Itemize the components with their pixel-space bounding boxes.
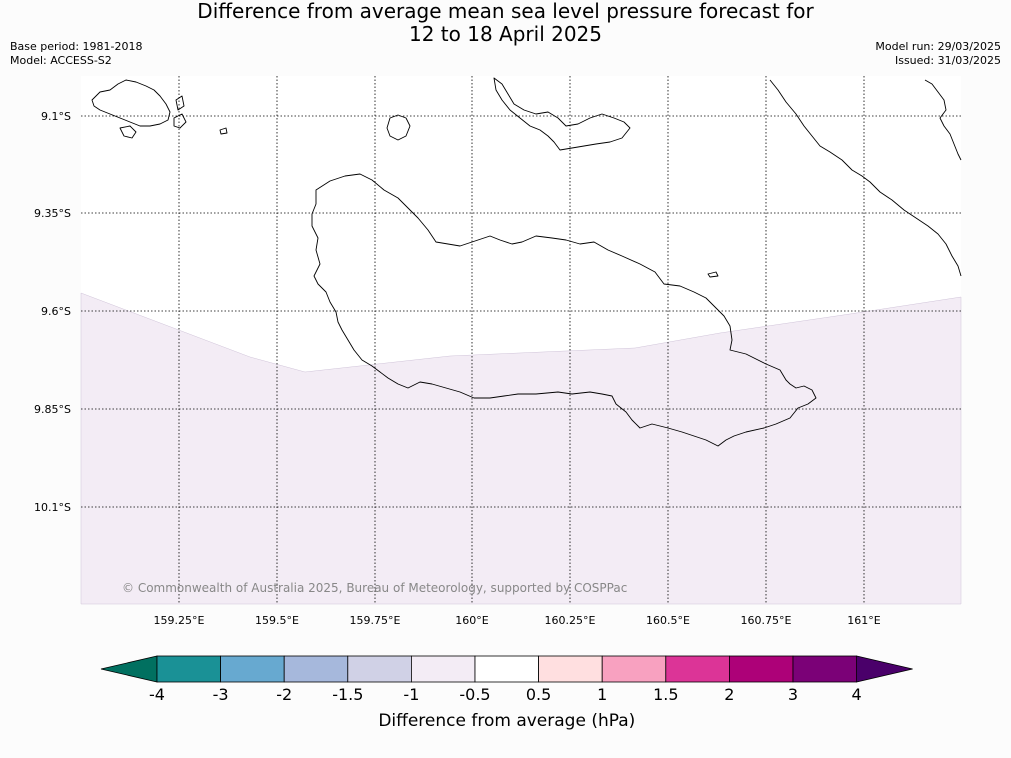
meta-left: Base period: 1981-2018 Model: ACCESS-S2: [10, 40, 142, 68]
map-panel: © Commonwealth of Australia 2025, Bureau…: [80, 76, 962, 605]
colorbar-tick-label: 3: [788, 685, 798, 704]
colorbar-tick-label: 2: [724, 685, 734, 704]
colorbar-segment: [665, 655, 730, 683]
shaded-anomaly-region: [80, 292, 962, 605]
colorbar-segment: [729, 655, 794, 683]
colorbar-segment: [474, 655, 539, 683]
lon-label-160-5: 160.5°E: [646, 614, 690, 627]
colorbar-segment: [601, 655, 667, 683]
lon-label-159-75: 159.75°E: [350, 614, 401, 627]
colorbar-tick-label: -1.5: [332, 685, 363, 704]
gridlines: [81, 76, 961, 604]
colorbar-segment: [347, 655, 412, 683]
lat-label-9-1: 9.1°S: [41, 110, 71, 123]
model-name: Model: ACCESS-S2: [10, 54, 112, 67]
lon-label-160-75: 160.75°E: [741, 614, 792, 627]
colorbar-tick-label: 1: [597, 685, 607, 704]
colorbar-segment: [792, 655, 857, 683]
coastlines: [91, 77, 962, 447]
colorbar-extend-low: [100, 655, 158, 683]
colorbar-tick-label: -3: [213, 685, 229, 704]
lon-label-161: 161°E: [847, 614, 880, 627]
east-coastline: [769, 79, 962, 277]
colorbar-tick-label: -4: [149, 685, 165, 704]
colorbar-segment: [538, 655, 603, 683]
latitude-labels: 9.1°S 9.35°S 9.6°S 9.85°S 10.1°S: [34, 110, 71, 514]
islet-left-coastline: [219, 127, 228, 135]
colorbar: -4 -3 -2 -1.5 -1 -0.5 0.5 1 1.5 2 3 4 Difference fro…: [100, 655, 913, 731]
base-period: Base period: 1981-2018: [10, 40, 143, 53]
colorbar-tick-label: 1.5: [653, 685, 678, 704]
lat-label-10-1: 10.1°S: [34, 501, 71, 514]
colorbar-segment: [156, 655, 221, 683]
model-run: Model run: 29/03/2025: [875, 40, 1001, 53]
map-title: Difference from average mean sea level p…: [0, 0, 1011, 46]
copyright-text: © Commonwealth of Australia 2025, Bureau…: [122, 581, 627, 595]
colorbar-tick-label: -1: [403, 685, 419, 704]
map-title-line1: Difference from average mean sea level p…: [197, 0, 814, 23]
colorbar-segment: [283, 655, 349, 683]
colorbar-tick-label: 4: [852, 685, 862, 704]
longitude-labels: 159.25°E 159.5°E 159.75°E 160°E 160.25°E…: [154, 614, 881, 627]
lon-label-159-5: 159.5°E: [255, 614, 299, 627]
meta-right: Model run: 29/03/2025 Issued: 31/03/2025: [875, 40, 1001, 68]
far-east-coastline: [924, 79, 962, 161]
colorbar-extend-high: [856, 655, 913, 683]
colorbar-segment: [410, 655, 476, 683]
north-islands-coastline: [493, 77, 631, 151]
lat-label-9-35: 9.35°S: [34, 207, 71, 220]
main-island-coastline: [311, 173, 817, 447]
lon-label-159-25: 159.25°E: [154, 614, 205, 627]
colorbar-segment: [220, 655, 285, 683]
map-title-line2: 12 to 18 April 2025: [408, 22, 603, 46]
lon-label-160: 160°E: [455, 614, 488, 627]
northwest-islands-coastline: [91, 79, 187, 139]
issued-date: Issued: 31/03/2025: [894, 54, 1001, 67]
lon-label-160-25: 160.25°E: [545, 614, 596, 627]
colorbar-tick-label: -0.5: [459, 685, 490, 704]
lat-label-9-85: 9.85°S: [34, 403, 71, 416]
colorbar-tick-label: 0.5: [526, 685, 551, 704]
islet-small-coastline: [707, 271, 719, 278]
colorbar-title: Difference from average (hPa): [378, 711, 635, 731]
colorbar-tick-label: -2: [276, 685, 292, 704]
lat-label-9-6: 9.6°S: [41, 305, 71, 318]
